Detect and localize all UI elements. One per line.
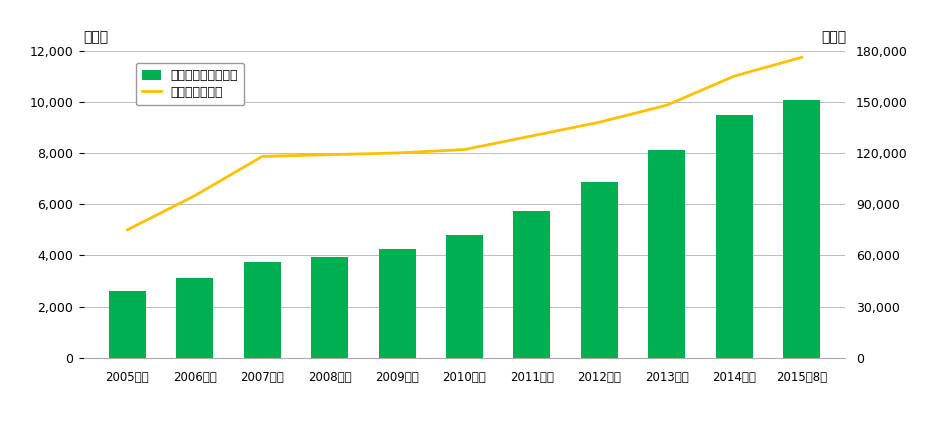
期末台数（台）	[728, 74, 739, 79]
Text: （地）: （地）	[83, 30, 108, 44]
Bar	[513, 210, 550, 358]
期末台数（台）	[189, 193, 200, 198]
Bar	[243, 262, 280, 358]
期末台数（台）	[458, 147, 470, 152]
Legend: 期末事業地数（地）, 期末台数（台）: 期末事業地数（地）, 期末台数（台）	[135, 63, 244, 105]
Bar	[378, 249, 415, 358]
期末台数（台）	[593, 120, 604, 125]
Bar	[176, 278, 213, 358]
期末台数（台）	[256, 154, 267, 159]
期末台数（台）	[661, 103, 672, 108]
Bar	[311, 257, 348, 358]
Bar	[109, 291, 146, 358]
Line: 期末台数（台）: 期末台数（台）	[127, 57, 801, 230]
Bar	[580, 182, 617, 358]
期末台数（台）	[795, 55, 806, 60]
期末台数（台）	[526, 133, 537, 139]
Bar	[648, 150, 685, 358]
Bar	[782, 101, 819, 358]
期末台数（台）	[391, 150, 402, 155]
Text: （台）: （台）	[820, 30, 845, 44]
Bar	[715, 115, 752, 358]
期末台数（台）	[122, 227, 133, 232]
Bar	[445, 235, 483, 358]
期末台数（台）	[324, 152, 335, 157]
